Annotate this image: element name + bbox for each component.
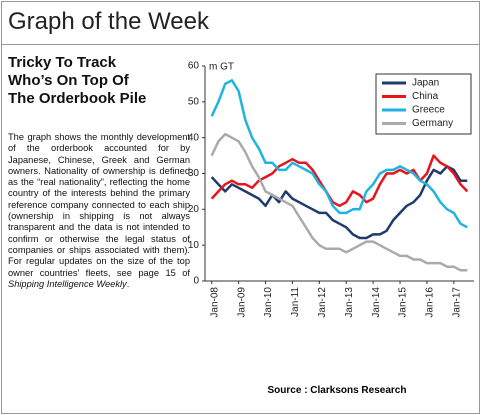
series-line [210, 79, 468, 229]
x-tick-label: Jan-08 [209, 287, 220, 318]
body-italic: Shipping Intelligence Weekly [8, 278, 127, 289]
source: Source : Clarksons Research [267, 385, 407, 396]
x-tick-label: Jan-13 [344, 287, 355, 318]
y-axis-label: m GT [209, 62, 234, 73]
x-tick-label: Jan-10 [263, 287, 274, 318]
article-body: The graph shows the monthly development … [8, 132, 190, 290]
y-tick-label: 0 [193, 276, 199, 287]
y-tick-label: 30 [188, 168, 200, 179]
body-text: The graph shows the monthly development … [8, 132, 190, 278]
series-line [210, 132, 468, 272]
x-tick-label: Jan-11 [290, 287, 301, 317]
x-tick-label: Jan-17 [451, 287, 462, 318]
article-heading: Tricky To Track Who’s On Top Of The Orde… [8, 54, 193, 108]
legend-label: Germany [412, 118, 453, 129]
heading-line: Who’s On Top Of [8, 72, 129, 89]
y-tick-label: 10 [188, 240, 200, 251]
heading-line: Tricky To Track [8, 54, 117, 71]
rule [2, 44, 479, 45]
page-title: Graph of the Week [8, 8, 209, 35]
legend-label: Japan [412, 78, 439, 89]
heading-line: The Orderbook Pile [8, 90, 147, 107]
x-tick-label: Jan-09 [236, 287, 247, 318]
y-tick-label: 40 [188, 132, 200, 143]
y-tick-label: 50 [188, 96, 200, 107]
x-tick-label: Jan-15 [398, 287, 409, 318]
x-tick-label: Jan-12 [317, 287, 328, 318]
y-tick-label: 20 [188, 204, 200, 215]
x-tick-label: Jan-16 [425, 287, 436, 318]
y-tick-label: 60 [188, 61, 200, 72]
series-line [210, 165, 468, 240]
series-line [210, 154, 469, 208]
legend-label: China [412, 91, 439, 102]
body-end: . [126, 278, 130, 289]
legend-label: Greece [412, 105, 445, 116]
x-tick-label: Jan-14 [371, 287, 382, 318]
